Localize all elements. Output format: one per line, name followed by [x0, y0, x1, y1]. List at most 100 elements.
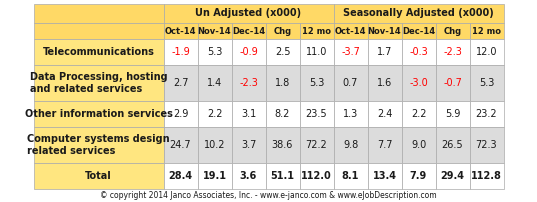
Bar: [367, 39, 402, 65]
Text: 2.7: 2.7: [173, 78, 188, 88]
Text: -2.3: -2.3: [443, 47, 462, 57]
Text: Un Adjusted (x000): Un Adjusted (x000): [195, 8, 302, 19]
Bar: [402, 163, 436, 189]
Text: -0.7: -0.7: [443, 78, 462, 88]
Text: 7.9: 7.9: [410, 171, 427, 181]
Bar: [265, 65, 300, 101]
Bar: [300, 127, 333, 163]
Bar: [300, 101, 333, 127]
Bar: [469, 127, 504, 163]
Text: Total: Total: [85, 171, 112, 181]
Bar: [163, 65, 198, 101]
Text: 12.0: 12.0: [476, 47, 497, 57]
Bar: [333, 127, 367, 163]
Bar: [300, 163, 333, 189]
Bar: [402, 39, 436, 65]
Bar: [198, 39, 231, 65]
Text: 7.7: 7.7: [377, 140, 392, 150]
Bar: [436, 101, 469, 127]
Bar: [198, 23, 231, 39]
Text: 5.3: 5.3: [479, 78, 494, 88]
Text: 72.2: 72.2: [306, 140, 328, 150]
Bar: [300, 65, 333, 101]
Bar: [436, 23, 469, 39]
Bar: [265, 127, 300, 163]
Text: 12 mo: 12 mo: [472, 26, 501, 36]
Bar: [231, 39, 265, 65]
Text: 24.7: 24.7: [170, 140, 191, 150]
Bar: [33, 65, 163, 101]
Bar: [231, 23, 265, 39]
Bar: [333, 39, 367, 65]
Text: 10.2: 10.2: [204, 140, 225, 150]
Bar: [469, 39, 504, 65]
Text: -0.9: -0.9: [239, 47, 258, 57]
Bar: [33, 163, 163, 189]
Text: 1.4: 1.4: [207, 78, 222, 88]
Bar: [163, 163, 198, 189]
Text: 38.6: 38.6: [272, 140, 293, 150]
Text: 112.0: 112.0: [301, 171, 332, 181]
Text: 112.8: 112.8: [471, 171, 502, 181]
Text: -3.0: -3.0: [409, 78, 428, 88]
Text: Nov-14: Nov-14: [368, 26, 401, 36]
Bar: [163, 4, 333, 23]
Text: Dec-14: Dec-14: [232, 26, 265, 36]
Bar: [402, 101, 436, 127]
Text: 8.2: 8.2: [275, 109, 290, 119]
Text: -2.3: -2.3: [239, 78, 258, 88]
Text: 0.7: 0.7: [343, 78, 358, 88]
Text: 23.2: 23.2: [476, 109, 497, 119]
Text: 8.1: 8.1: [342, 171, 359, 181]
Bar: [436, 39, 469, 65]
Bar: [163, 127, 198, 163]
Text: 3.1: 3.1: [241, 109, 256, 119]
Text: Nov-14: Nov-14: [198, 26, 231, 36]
Text: Other information services: Other information services: [25, 109, 172, 119]
Text: 29.4: 29.4: [440, 171, 465, 181]
Text: 1.7: 1.7: [377, 47, 392, 57]
Bar: [33, 101, 163, 127]
Bar: [436, 127, 469, 163]
Bar: [367, 163, 402, 189]
Bar: [163, 23, 198, 39]
Text: 26.5: 26.5: [442, 140, 463, 150]
Text: 2.2: 2.2: [207, 109, 222, 119]
Text: 23.5: 23.5: [306, 109, 328, 119]
Bar: [333, 163, 367, 189]
Text: -1.9: -1.9: [171, 47, 190, 57]
Text: 72.3: 72.3: [476, 140, 497, 150]
Text: -0.3: -0.3: [409, 47, 428, 57]
Bar: [469, 101, 504, 127]
Text: 3.7: 3.7: [241, 140, 256, 150]
Bar: [367, 23, 402, 39]
Text: 5.3: 5.3: [207, 47, 222, 57]
Bar: [436, 65, 469, 101]
Bar: [231, 65, 265, 101]
Text: Oct-14: Oct-14: [335, 26, 366, 36]
Text: 1.3: 1.3: [343, 109, 358, 119]
Text: 2.9: 2.9: [173, 109, 188, 119]
Bar: [436, 163, 469, 189]
Text: 2.2: 2.2: [411, 109, 426, 119]
Bar: [367, 101, 402, 127]
Text: © copyright 2014 Janco Associates, Inc. - www.e-janco.com & www.eJobDescription.: © copyright 2014 Janco Associates, Inc. …: [100, 191, 437, 200]
Text: 28.4: 28.4: [169, 171, 193, 181]
Text: Chg: Chg: [273, 26, 292, 36]
Text: Dec-14: Dec-14: [402, 26, 435, 36]
Bar: [333, 23, 367, 39]
Text: 1.8: 1.8: [275, 78, 290, 88]
Bar: [163, 39, 198, 65]
Bar: [469, 163, 504, 189]
Text: 51.1: 51.1: [271, 171, 294, 181]
Bar: [198, 101, 231, 127]
Bar: [33, 127, 163, 163]
Text: 2.5: 2.5: [275, 47, 291, 57]
Text: 2.4: 2.4: [377, 109, 392, 119]
Bar: [402, 23, 436, 39]
Text: 5.3: 5.3: [309, 78, 324, 88]
Bar: [402, 127, 436, 163]
Text: 11.0: 11.0: [306, 47, 327, 57]
Bar: [333, 101, 367, 127]
Text: 9.8: 9.8: [343, 140, 358, 150]
